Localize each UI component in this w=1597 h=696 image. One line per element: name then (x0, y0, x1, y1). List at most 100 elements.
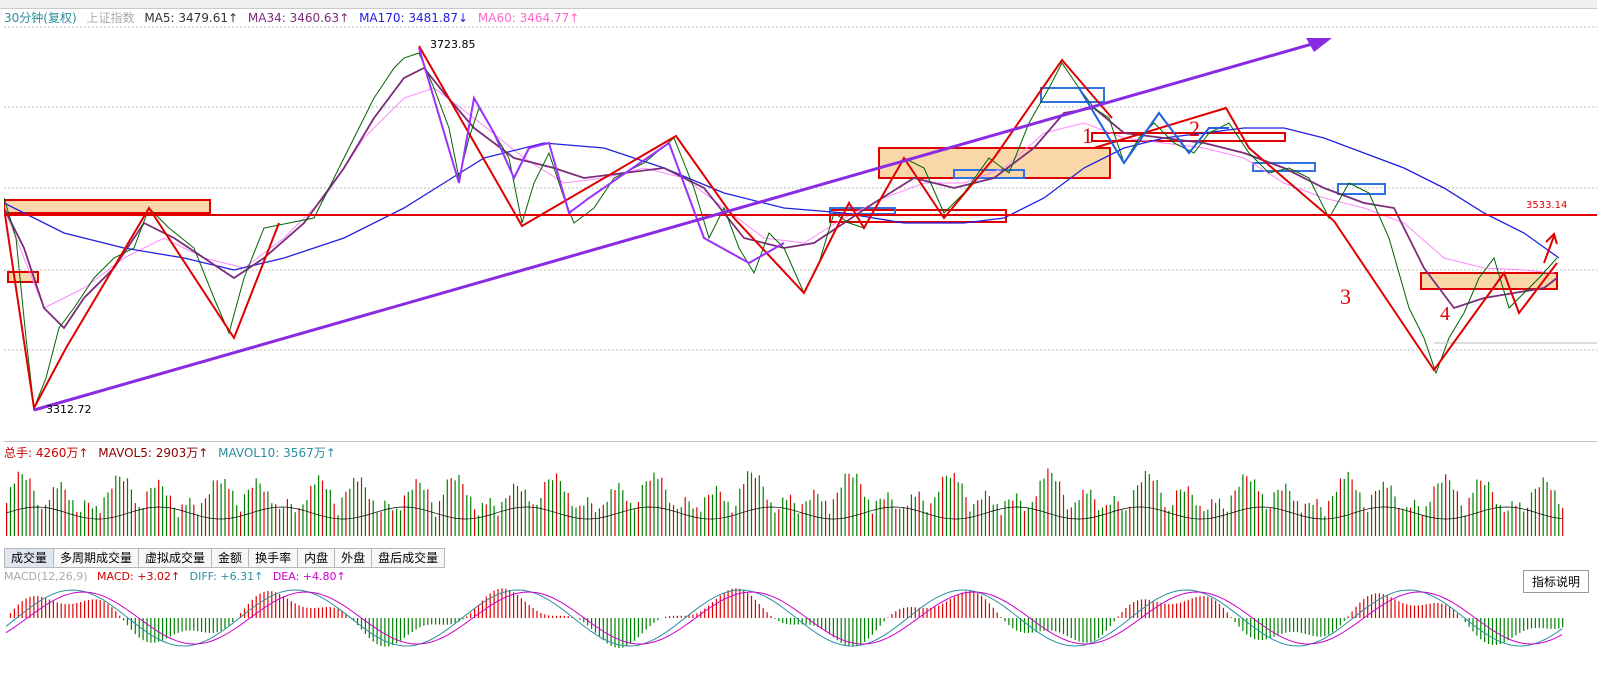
volume-bar (392, 510, 394, 536)
volume-bar (21, 474, 23, 536)
macd-bar (1129, 604, 1131, 618)
price-chart-panel[interactable]: 3723.85 3312.72 3533.14 1 2 3 4 (4, 8, 1597, 442)
volume-bar (1289, 490, 1291, 536)
volume-bar (513, 483, 515, 536)
macd-bar (801, 618, 803, 625)
macd-bar (1047, 618, 1049, 631)
tab-volume[interactable]: 成交量 (4, 548, 55, 568)
macd-bar (1515, 618, 1517, 636)
volume-bar (1386, 487, 1388, 536)
volume-bar (1101, 507, 1104, 536)
macd-bar (579, 618, 581, 620)
volume-bar (1410, 507, 1412, 536)
volume-bar (875, 500, 877, 536)
volume-bar (146, 491, 148, 536)
macd-bar (368, 618, 370, 639)
macd-legend: MACD(12,26,9) MACD: +3.02↑ DIFF: +6.31↑ … (4, 570, 352, 583)
volume-bar (934, 497, 936, 536)
volume-bar (1140, 482, 1143, 536)
volume-bar (852, 477, 854, 536)
volume-bar (286, 499, 288, 536)
macd-bar (419, 618, 421, 628)
macd-bar (1098, 618, 1100, 639)
zone-left (4, 199, 211, 214)
macd-bar (204, 618, 207, 633)
volume-bar (715, 486, 717, 536)
macd-bar (633, 618, 636, 641)
macd-bar (1351, 611, 1353, 618)
macd-chart-panel[interactable] (4, 570, 1597, 696)
volume-bar (169, 495, 171, 536)
volume-bar (1207, 509, 1209, 536)
grid-lines (4, 26, 1597, 351)
zone-blue-3 (1252, 162, 1316, 172)
macd-bar (173, 618, 175, 635)
volume-bar (1070, 507, 1072, 536)
macd-bar (520, 598, 522, 618)
volume-bar (158, 479, 160, 536)
volume-bar (914, 496, 916, 536)
macd-bar (259, 593, 261, 618)
diff-line (5, 589, 1563, 647)
macd-bar (267, 591, 269, 618)
volume-bar (747, 471, 749, 536)
macd-bar (1359, 602, 1361, 618)
macd-bar (181, 618, 183, 632)
volume-bar (793, 503, 795, 536)
macd-bar (1004, 618, 1006, 622)
volume-bar (134, 503, 136, 536)
tab-turnover[interactable]: 换手率 (249, 548, 299, 568)
macd-bar (48, 599, 51, 618)
macd-bar (466, 616, 468, 618)
macd-bar (302, 606, 304, 618)
volume-bar (290, 504, 292, 536)
macd-bar (68, 604, 70, 618)
volume-bar (688, 501, 690, 536)
indicator-help-button[interactable]: 指标说明 (1522, 570, 1589, 593)
macd-bar (930, 607, 932, 618)
volume-bar (575, 507, 577, 536)
macd-bar (341, 610, 343, 618)
volume-bar (403, 495, 405, 536)
volume-bar (774, 512, 776, 536)
macd-bar (1172, 604, 1174, 618)
volume-bar (684, 497, 686, 536)
tab-inner[interactable]: 内盘 (298, 548, 336, 568)
macd-bar (384, 618, 386, 647)
macd-bar (957, 594, 959, 618)
macd-bar (1211, 598, 1213, 618)
macd-bar (840, 618, 842, 643)
volume-bar (1242, 474, 1244, 536)
tab-amount[interactable]: 金额 (212, 548, 250, 568)
volume-bar (1285, 483, 1287, 536)
volume-bar (505, 498, 507, 536)
tab-after-hours-volume[interactable]: 盘后成交量 (372, 548, 446, 568)
wave-label-1: 1 (1082, 123, 1093, 148)
volume-bar (255, 478, 257, 536)
volume-bar (524, 489, 526, 536)
macd-bar (688, 615, 690, 618)
macd-bar (454, 618, 456, 624)
tab-virtual-volume[interactable]: 虚拟成交量 (139, 548, 213, 568)
macd-bar (895, 611, 897, 618)
volume-bar (1257, 491, 1260, 536)
volume-bar (1491, 492, 1494, 536)
volume-bar (945, 475, 948, 536)
macd-bar (973, 591, 975, 618)
macd-bar (871, 618, 873, 635)
macd-bar (37, 596, 39, 618)
volume-bar (918, 491, 920, 536)
volume-bar (130, 489, 132, 536)
volume-bar (731, 512, 733, 536)
tab-multi-period-volume[interactable]: 多周期成交量 (54, 548, 140, 568)
macd-bar (692, 614, 694, 618)
period-label[interactable]: 30分钟(复权) (4, 11, 77, 25)
volume-bar (1437, 483, 1439, 536)
volume-bar (735, 505, 737, 536)
volume-bar (895, 508, 897, 536)
volume-chart-panel[interactable] (4, 441, 1597, 548)
volume-bar (1293, 500, 1295, 536)
macd-bar (1378, 593, 1380, 618)
tab-outer[interactable]: 外盘 (335, 548, 373, 568)
volume-bar (282, 508, 285, 536)
